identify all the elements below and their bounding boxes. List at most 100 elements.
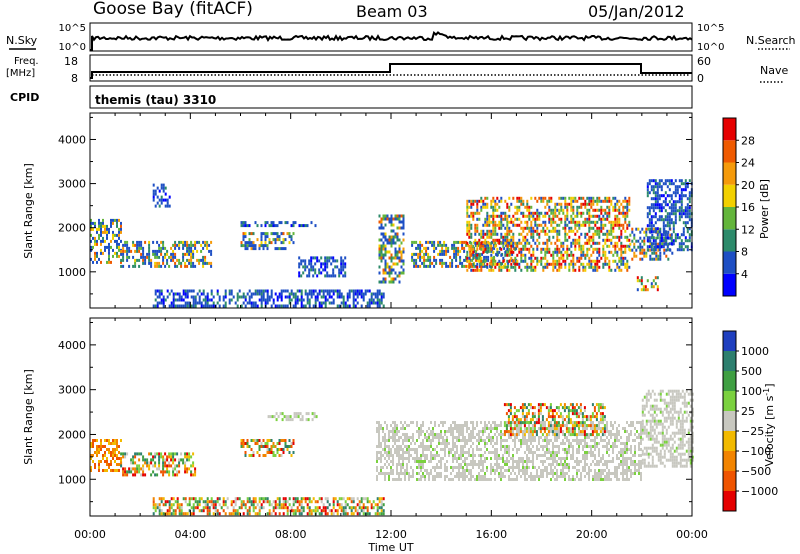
heatmap-cell (657, 254, 660, 258)
heatmap-cell (366, 497, 369, 501)
heatmap-cell (472, 202, 475, 206)
heatmap-cell (433, 249, 436, 253)
heatmap-cell (174, 240, 177, 244)
heatmap-cell (608, 199, 611, 203)
heatmap-cell (356, 292, 359, 296)
heatmap-cell (500, 199, 503, 203)
heatmap-cell (318, 289, 321, 293)
heatmap-cell (662, 182, 665, 186)
heatmap-cell (588, 229, 591, 233)
heatmap-cell (444, 478, 446, 481)
heatmap-cell (162, 464, 165, 468)
heatmap-cell (292, 439, 295, 442)
heatmap-cell (582, 223, 585, 227)
heatmap-cell (622, 208, 625, 212)
heatmap-cell (182, 258, 185, 262)
heatmap-cell (276, 497, 279, 501)
heatmap-cell (182, 512, 185, 516)
heatmap-cell (482, 430, 484, 433)
heatmap-cell (668, 221, 671, 225)
heatmap-cell (676, 209, 679, 213)
heatmap-cell (276, 448, 279, 451)
heatmap-cell (264, 298, 267, 302)
heatmap-cell (212, 295, 215, 299)
heatmap-cell (162, 186, 165, 190)
heatmap-cell (580, 232, 583, 236)
heatmap-cell (302, 509, 305, 513)
heatmap-cell (366, 500, 369, 504)
heatmap-cell (154, 452, 157, 456)
heatmap-cell (122, 470, 125, 474)
heatmap-cell (136, 464, 139, 468)
heatmap-cell (114, 469, 116, 472)
heatmap-cell (266, 298, 269, 302)
heatmap-cell (674, 206, 677, 210)
heatmap-cell (192, 261, 195, 265)
heatmap-cell (294, 301, 297, 305)
heatmap-cell (110, 260, 112, 264)
heatmap-cell (152, 464, 155, 468)
heatmap-cell (680, 200, 683, 204)
heatmap-cell (272, 238, 275, 242)
heatmap-cell (366, 301, 369, 305)
heatmap-cell (176, 243, 179, 247)
heatmap-cell (482, 229, 485, 233)
heatmap-cell (494, 472, 496, 475)
heatmap-cell (166, 201, 169, 205)
heatmap-cell (108, 248, 110, 252)
heatmap-cell (452, 433, 454, 436)
heatmap-cell (312, 497, 315, 501)
heatmap-cell (488, 223, 491, 227)
heatmap-cell (360, 292, 363, 296)
heatmap-cell (118, 218, 120, 222)
heatmap-cell (188, 455, 191, 459)
heatmap-cell (418, 463, 420, 466)
heatmap-cell (160, 509, 163, 513)
heatmap-cell (432, 427, 434, 430)
heatmap-cell (152, 252, 155, 256)
heatmap-cell (496, 454, 498, 457)
heatmap-cell (489, 243, 492, 247)
heatmap-cell (558, 247, 561, 251)
heatmap-cell (274, 232, 277, 236)
freq-strip: Freq. [MHz] 18 8 60 0 Nave (6, 54, 788, 85)
heatmap-cell (156, 252, 159, 256)
heatmap-cell (674, 233, 677, 237)
heatmap-cell (210, 503, 213, 507)
heatmap-cell (548, 238, 551, 242)
heatmap-cell (258, 512, 261, 516)
heatmap-cell (90, 233, 92, 237)
heatmap-cell (438, 424, 440, 427)
heatmap-cell (626, 235, 629, 239)
heatmap-cell (520, 226, 523, 230)
heatmap-cell (660, 206, 663, 210)
heatmap-cell (202, 246, 205, 250)
heatmap-cell (631, 248, 634, 252)
heatmap-cell (686, 221, 689, 225)
heatmap-cell (326, 274, 329, 278)
heatmap-cell (464, 442, 466, 445)
heatmap-cell (554, 241, 557, 245)
heatmap-cell (310, 289, 313, 293)
heatmap-cell (160, 497, 163, 501)
heatmap-cell (510, 241, 513, 245)
heatmap-cell (570, 205, 573, 209)
heatmap-cell (98, 236, 100, 240)
heatmap-cell (386, 466, 388, 469)
heatmap-cell (430, 460, 432, 463)
heatmap-cell (584, 253, 587, 257)
heatmap-cell (542, 439, 544, 442)
heatmap-cell (208, 304, 211, 308)
heatmap-cell (522, 259, 525, 263)
heatmap-cell (332, 271, 335, 275)
heatmap-cell (382, 439, 384, 442)
heatmap-cell (316, 292, 319, 296)
heatmap-cell (196, 249, 199, 253)
heatmap-cell (350, 509, 353, 513)
heatmap-cell (576, 442, 578, 445)
heatmap-cell (664, 218, 667, 222)
heatmap-cell (546, 199, 549, 203)
heatmap-cell (462, 451, 464, 454)
heatmap-cell (546, 247, 549, 251)
heatmap-cell (645, 230, 648, 234)
